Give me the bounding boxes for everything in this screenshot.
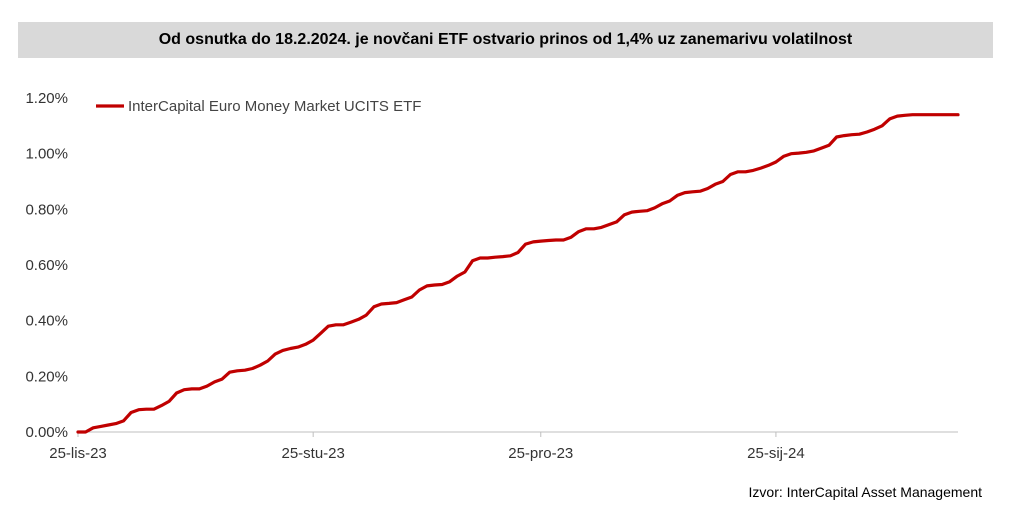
x-tick-label: 25-pro-23 — [508, 445, 573, 462]
y-tick-label: 1.20% — [25, 90, 68, 107]
y-tick-label: 0.80% — [25, 201, 68, 218]
x-tick-label: 25-sij-24 — [747, 445, 805, 462]
x-axis: 25-lis-23 25-stu-23 25-pro-23 25-sij-24 — [49, 431, 958, 462]
y-axis: 0.00% 0.20% 0.40% 0.60% 0.80% 1.00% 1.20% — [25, 90, 68, 441]
y-tick-label: 0.40% — [25, 313, 68, 330]
y-tick-label: 0.00% — [25, 424, 68, 441]
chart-title: Od osnutka do 18.2.2024. je novčani ETF … — [158, 31, 853, 48]
chart-title-bar: Od osnutka do 18.2.2024. je novčani ETF … — [18, 22, 993, 58]
legend-label: InterCapital Euro Money Market UCITS ETF — [128, 98, 421, 115]
y-tick-label: 0.20% — [25, 368, 68, 385]
legend: InterCapital Euro Money Market UCITS ETF — [96, 98, 421, 115]
series-line — [76, 113, 960, 434]
x-tick-label: 25-lis-23 — [49, 445, 107, 462]
plot-area — [76, 113, 960, 434]
y-tick-label: 0.60% — [25, 257, 68, 274]
y-tick-label: 1.00% — [25, 146, 68, 163]
x-tick-label: 25-stu-23 — [281, 445, 344, 462]
source-note: Izvor: InterCapital Asset Management — [748, 484, 982, 500]
